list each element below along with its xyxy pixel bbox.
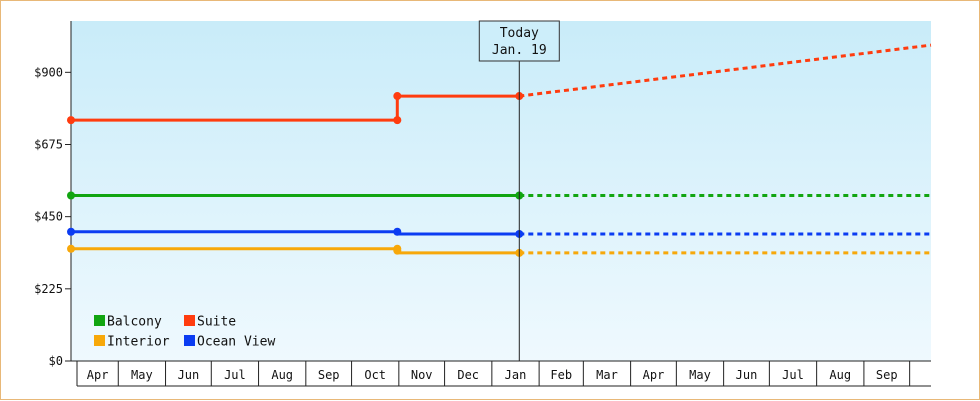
series-history-line [71,94,520,122]
data-point [393,227,402,236]
x-month-label: Nov [411,368,433,382]
y-tick-label: $900 [34,65,63,79]
legend-item-suite: Suite [184,315,236,330]
legend-item-interior: Interior [94,335,170,350]
today-marker: Today Jan. 19 [478,20,560,361]
x-axis: Apr May Jun Jul Aug Sep Oct Nov Dec Jan Feb Mar Apr M… [71,360,931,387]
x-month-label: Apr [643,368,665,382]
plot-area [71,21,931,361]
data-point [67,191,75,200]
x-month-label: Sep [876,368,898,382]
x-month-label: Jul [224,368,246,382]
y-tick-label: $0 [49,354,63,368]
y-axis: $0 $225 $450 $675 $900 [34,21,72,368]
legend-item-balcony: Balcony [94,315,162,330]
today-label: Today [500,26,539,41]
x-month-label: Dec [457,368,479,382]
y-tick-label: $675 [34,137,63,151]
x-month-label: Apr [87,368,109,382]
today-label-box [478,20,560,62]
x-month-label: Sep [318,368,340,382]
data-point [67,227,75,236]
series-forecast-line [519,43,932,98]
x-month-label: Aug [271,368,293,382]
data-point [393,116,402,125]
legend-label: Balcony [107,315,162,330]
x-month-label: May [689,368,711,382]
legend-swatch [184,315,195,326]
legend-swatch [94,315,105,326]
x-month-label: May [131,368,153,382]
data-point [393,92,402,101]
legend-swatch [184,335,195,346]
legend-item-ocean-view: Ocean View [184,335,275,350]
x-month-label: Oct [364,368,386,382]
legend: Balcony Suite Interior Ocean View [94,315,275,350]
series-suite [67,43,932,125]
legend-label: Suite [197,315,236,330]
y-tick-label: $225 [34,282,63,296]
today-date-label: Jan. 19 [492,43,547,58]
data-point [393,246,402,255]
x-month-label: Mar [596,368,618,382]
series-interior [67,244,931,257]
data-point [67,244,75,253]
y-tick-label: $450 [34,210,63,224]
legend-swatch [94,335,105,346]
legend-label: Interior [107,335,170,350]
x-month-label: Jan [505,368,527,382]
x-month-label: Jun [178,368,200,382]
series-layer [67,43,932,257]
data-point [67,116,75,125]
x-month-label: Aug [829,368,851,382]
x-month-label: Jul [782,368,804,382]
legend-label: Ocean View [197,335,275,350]
series-balcony [67,191,931,200]
x-month-label: Jun [736,368,758,382]
x-month-label: Feb [550,368,572,382]
